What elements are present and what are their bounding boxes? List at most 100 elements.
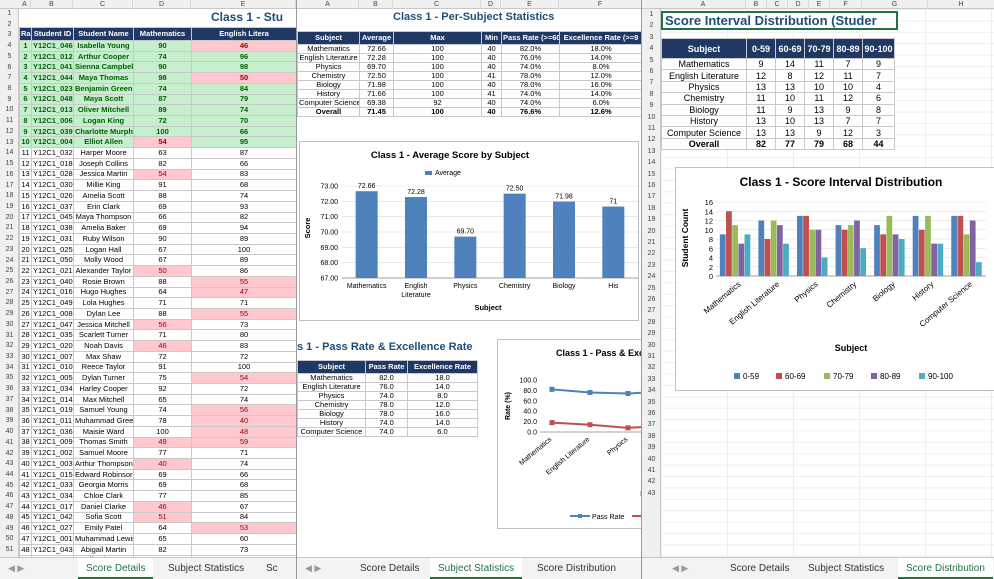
cell[interactable]: 41 xyxy=(19,468,32,481)
cell[interactable]: Jessica Mitchell xyxy=(73,318,134,331)
table-row[interactable]: 31 Y12C1_010 Reece Taylor 91 100 xyxy=(19,361,296,374)
cell[interactable]: 76.0 xyxy=(365,382,408,392)
table-row[interactable]: Mathematics 72.66 100 40 82.0% 18.0% xyxy=(297,44,641,54)
cell[interactable]: Y12C1_031 xyxy=(31,232,74,245)
sheet-grid[interactable]: Score Interval Distribution (Studer Subj… xyxy=(661,9,994,557)
cell[interactable]: 82 xyxy=(191,211,296,224)
cell[interactable]: 74 xyxy=(133,404,192,417)
table-row[interactable]: Chemistry 72.50 100 41 78.0% 12.0% xyxy=(297,71,641,81)
cell[interactable]: 26 xyxy=(19,307,32,320)
cell[interactable]: 94 xyxy=(191,222,296,234)
cell[interactable]: Y12C1_004 xyxy=(31,136,74,149)
cell[interactable]: 79 xyxy=(191,93,296,106)
cell[interactable]: 22 xyxy=(19,265,32,277)
cell[interactable]: 66 xyxy=(133,211,192,224)
cell[interactable]: Amelia Scott xyxy=(73,190,134,202)
table-row[interactable]: 15 Y12C1_026 Amelia Scott 88 74 xyxy=(19,190,296,202)
cell[interactable]: 13 xyxy=(804,114,834,128)
cell[interactable]: Emily Patel xyxy=(73,522,134,535)
cell[interactable]: 12.0 xyxy=(407,400,478,410)
cell[interactable]: 67 xyxy=(191,500,296,513)
cell[interactable]: 92 xyxy=(133,383,192,395)
cell[interactable]: Arthur Thompson xyxy=(73,458,134,470)
table-row[interactable]: 41 Y12C1_015 Edward Robinson 69 66 xyxy=(19,468,296,481)
cell[interactable]: 46 xyxy=(191,40,296,52)
cell[interactable]: Min xyxy=(481,31,502,45)
cell[interactable]: 23 xyxy=(19,275,32,288)
cell[interactable]: 64 xyxy=(133,522,192,535)
table-row[interactable]: 22 Y12C1_021 Alexander Taylor 50 86 xyxy=(19,265,296,277)
cell[interactable]: Chloe Clark xyxy=(73,490,134,502)
header-row[interactable]: Subject Average Max Min Pass Rate (>=60) Exce… xyxy=(297,31,641,45)
cell[interactable]: 11 xyxy=(19,147,32,159)
cell[interactable]: 13 xyxy=(804,103,834,116)
cell[interactable]: 9 xyxy=(746,57,776,71)
cell[interactable]: Daniel Clarke xyxy=(73,500,134,513)
cell[interactable]: Edward Robinson xyxy=(73,468,134,481)
cell[interactable]: Y12C1_026 xyxy=(31,190,74,202)
tab-subject-statistics[interactable]: Subject Statistics xyxy=(430,558,523,579)
row-number[interactable]: 43 xyxy=(5,460,14,468)
cell[interactable]: 67 xyxy=(133,243,192,256)
row-number[interactable]: 19 xyxy=(5,202,14,210)
cell[interactable]: 78.0% xyxy=(501,71,560,81)
cell[interactable]: 9 xyxy=(804,126,834,139)
cell[interactable]: 78 xyxy=(133,415,192,427)
cell[interactable]: Sofia Scott xyxy=(73,511,134,524)
cell[interactable]: 46 xyxy=(19,522,32,535)
row-number[interactable]: 15 xyxy=(647,170,656,178)
cell[interactable]: 13 xyxy=(746,114,776,128)
cell[interactable]: Y12C1_049 xyxy=(31,297,74,309)
cell[interactable]: Logan King xyxy=(73,115,134,127)
overall-row[interactable]: Overall 71.45 100 40 76.6% 12.6% xyxy=(297,107,641,117)
cell[interactable]: Y12C1_047 xyxy=(31,318,74,331)
cell[interactable]: 32 xyxy=(19,372,32,384)
cell[interactable]: Y12C1_036 xyxy=(31,425,74,438)
table-row[interactable]: 48 Y12C1_043 Abigail Martin 82 73 xyxy=(19,543,296,556)
cell[interactable]: Overall xyxy=(661,137,747,151)
cell[interactable]: Y12C1_038 xyxy=(31,222,74,234)
table-row[interactable]: 35 Y12C1_019 Samuel Young 74 56 xyxy=(19,404,296,417)
cell[interactable]: 86 xyxy=(191,265,296,277)
table-row[interactable]: 43 Y12C1_034 Chloe Clark 77 85 xyxy=(19,490,296,502)
cell[interactable]: 40 xyxy=(481,44,502,54)
table-row[interactable]: 44 Y12C1_017 Daniel Clarke 46 67 xyxy=(19,500,296,513)
cell[interactable]: 100 xyxy=(393,44,482,54)
row-number[interactable]: 19 xyxy=(647,216,656,224)
row-number[interactable]: 30 xyxy=(647,341,656,349)
cell[interactable]: 18 xyxy=(19,222,32,234)
cell[interactable]: Mathematics xyxy=(297,44,360,54)
cell[interactable]: 76.6% xyxy=(501,107,560,117)
cell[interactable]: Physics xyxy=(297,62,360,72)
cell[interactable]: 3 xyxy=(862,126,895,139)
row-number[interactable]: 8 xyxy=(7,85,12,93)
row-number[interactable]: 7 xyxy=(649,79,654,87)
header-row[interactable]: Subject Pass Rate Excellence Rate xyxy=(297,360,478,374)
cell[interactable]: 16.0 xyxy=(407,409,478,419)
cell[interactable]: Y12C1_006 xyxy=(31,115,74,127)
overall-row[interactable]: Overall 82 77 79 68 44 xyxy=(661,137,895,151)
cell[interactable]: 71 xyxy=(133,297,192,309)
cell[interactable]: Excellence Rate xyxy=(407,360,478,374)
cell[interactable]: Y12C1_041 xyxy=(31,61,74,74)
cell[interactable]: 82.0% xyxy=(501,44,560,54)
cell[interactable]: 14.0% xyxy=(559,53,641,63)
cell[interactable]: 8.0 xyxy=(407,391,478,401)
cell[interactable]: 77 xyxy=(133,447,192,460)
table-row[interactable]: 10 Y12C1_004 Elliot Allen 54 95 xyxy=(19,136,296,149)
cell[interactable]: 54 xyxy=(133,168,192,181)
cell[interactable]: 60-69 xyxy=(775,38,805,59)
row-number[interactable]: 33 xyxy=(5,353,14,361)
cell[interactable]: Maya Thompson xyxy=(73,211,134,224)
cell[interactable]: Y12C1_009 xyxy=(31,436,74,449)
cell[interactable]: Harley Cooper xyxy=(73,383,134,395)
cell[interactable]: 69 xyxy=(133,479,192,492)
cell[interactable]: 6.0% xyxy=(559,98,641,108)
cell[interactable]: Lola Hughes xyxy=(73,297,134,309)
tab-score-distribution[interactable]: Score Distribution xyxy=(898,558,993,579)
cell[interactable]: Y12C1_013 xyxy=(31,104,74,117)
cell[interactable]: 66 xyxy=(191,125,296,138)
row-number[interactable]: 14 xyxy=(647,159,656,167)
table-row[interactable]: Chemistry 78.0 12.0 xyxy=(297,400,478,410)
